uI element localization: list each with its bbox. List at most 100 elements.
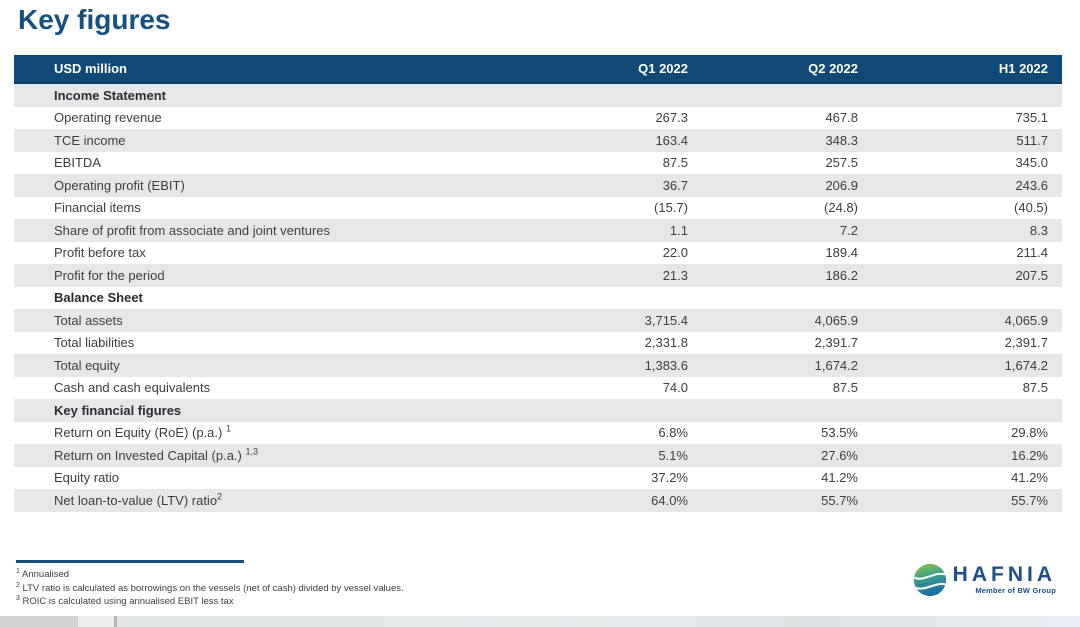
footnote: 3 ROIC is calculated using annualised EB…: [16, 594, 234, 607]
hafnia-logo: HAFNIA Member of BW Group: [913, 563, 1056, 597]
value-cell: 348.3: [825, 132, 858, 148]
table-row: Total liabilities 2,331.8 2,391.7 2,391.7: [14, 331, 1062, 354]
value-cell: 1,674.2: [814, 357, 858, 373]
value-cell: 2,391.7: [1004, 335, 1048, 351]
value-cell: 5.1%: [658, 447, 688, 463]
value-cell: 345.0: [1015, 155, 1048, 171]
value-cell: 1.1: [669, 222, 688, 238]
value-cell: 87.5: [832, 380, 858, 396]
value-cell: 74.0: [662, 380, 688, 396]
value-cell: (15.7): [654, 200, 688, 216]
footnote-divider: [16, 560, 244, 563]
table-row: EBITDA 87.5 257.5 345.0: [14, 151, 1062, 174]
row-label: Profit before tax: [54, 245, 146, 261]
value-cell: 53.5%: [821, 425, 858, 441]
footnote-marker: 2: [16, 581, 20, 589]
table-row: Financial items (15.7) (24.8) (40.5): [14, 196, 1062, 219]
window-edge-segment: [117, 616, 1080, 627]
value-cell: 41.2%: [821, 470, 858, 486]
row-label: Total liabilities: [54, 335, 135, 351]
value-cell: 87.5: [1022, 380, 1048, 396]
table-row: Operating revenue 267.3 467.8 735.1: [14, 106, 1062, 129]
table-row: Equity ratio 37.2% 41.2% 41.2%: [14, 466, 1062, 489]
table-row: Profit for the period 21.3 186.2 207.5: [14, 264, 1062, 287]
value-cell: 4,065.9: [1004, 312, 1048, 328]
value-cell: 206.9: [825, 177, 858, 193]
value-cell: 267.3: [655, 110, 688, 126]
table-row: Net loan-to-value (LTV) ratio2 64.0% 55.7%…: [14, 489, 1062, 512]
value-cell: 37.2%: [651, 470, 688, 486]
value-cell: 55.7%: [821, 492, 858, 508]
footnote-lines: 1 Annualised 2 LTV ratio is calculated as…: [16, 568, 656, 609]
row-label: Return on Equity (RoE) (p.a.) 1: [54, 425, 231, 441]
window-edge-divider: [114, 616, 117, 627]
footnote-marker: 1,3: [245, 447, 259, 457]
table-row: Income Statement: [14, 84, 1062, 107]
table-row: Return on Invested Capital (p.a.) 1,3 5.1…: [14, 444, 1062, 467]
row-label: Balance Sheet: [54, 290, 143, 306]
row-label: Equity ratio: [54, 470, 120, 486]
footnote-marker: 3: [16, 594, 20, 602]
table-row: Balance Sheet: [14, 286, 1062, 309]
value-cell: (24.8): [824, 200, 858, 216]
row-label: Profit for the period: [54, 267, 165, 283]
row-label: Financial items: [54, 200, 141, 216]
value-cell: 1,674.2: [1004, 357, 1048, 373]
footnote-marker: 1: [225, 425, 231, 434]
key-figures-table: USD million Q1 2022 Q2 2022 H1 2022 Inco…: [14, 55, 1062, 512]
value-cell: 243.6: [1015, 177, 1048, 193]
table-row: Operating profit (EBIT) 36.7 206.9 243.6: [14, 174, 1062, 197]
footnote: 2 LTV ratio is calculated as borrowings …: [16, 581, 404, 594]
table-row: Share of profit from associate and joint…: [14, 219, 1062, 242]
value-cell: 511.7: [1016, 132, 1048, 148]
column-header-h1-2022: H1 2022: [998, 61, 1048, 76]
value-cell: 55.7%: [1011, 492, 1048, 508]
value-cell: 41.2%: [1011, 470, 1048, 486]
value-cell: 8.3: [1029, 222, 1048, 238]
row-label: Total equity: [54, 357, 120, 373]
logo-wordmark: HAFNIA: [952, 563, 1056, 586]
row-label: Cash and cash equivalents: [54, 380, 211, 396]
table-row: TCE income 163.4 348.3 511.7: [14, 129, 1062, 152]
globe-icon: [913, 563, 947, 597]
logo-tagline: Member of BW Group: [975, 586, 1056, 595]
row-label: Share of profit from associate and joint…: [54, 222, 331, 238]
row-label: Return on Invested Capital (p.a.) 1,3: [54, 447, 259, 463]
value-cell: 21.3: [662, 267, 688, 283]
row-label: TCE income: [54, 132, 126, 148]
value-cell: 36.7: [662, 177, 688, 193]
window-edge-segment: [0, 616, 78, 627]
value-cell: (40.5): [1014, 200, 1048, 216]
table-header-row: USD million Q1 2022 Q2 2022 H1 2022: [14, 55, 1062, 84]
row-label: Income Statement: [54, 87, 166, 103]
footnote-marker: 2: [217, 492, 223, 502]
table-row: Total assets 3,715.4 4,065.9 4,065.9: [14, 309, 1062, 332]
table-row: Key financial figures: [14, 399, 1062, 422]
value-cell: 1,383.6: [644, 357, 688, 373]
footnote-marker: 1: [16, 567, 20, 575]
value-cell: 189.4: [825, 245, 858, 261]
value-cell: 207.5: [1015, 267, 1048, 283]
row-label: Total assets: [54, 312, 123, 328]
value-cell: 27.6%: [821, 447, 858, 463]
window-edge-strip: [0, 616, 1080, 627]
value-cell: 7.2: [839, 222, 858, 238]
table-body: Income Statement Operating revenue 267.3 46…: [14, 84, 1062, 512]
page-title: Key figures: [18, 4, 171, 35]
value-cell: 211.4: [1016, 245, 1048, 261]
value-cell: 186.2: [825, 267, 858, 283]
footnotes: 1 Annualised 2 LTV ratio is calculated as…: [16, 560, 656, 609]
table-row: Cash and cash equivalents 74.0 87.5 87.5: [14, 376, 1062, 399]
value-cell: 4,065.9: [814, 312, 858, 328]
table-row: Return on Equity (RoE) (p.a.) 1 6.8% 53.5%…: [14, 421, 1062, 444]
value-cell: 2,391.7: [814, 335, 858, 351]
value-cell: 467.8: [825, 110, 858, 126]
value-cell: 87.5: [662, 155, 688, 171]
table-row: Total equity 1,383.6 1,674.2 1,674.2: [14, 354, 1062, 377]
unit-header: USD million: [54, 61, 127, 76]
value-cell: 16.2%: [1011, 447, 1048, 463]
column-header-q2-2022: Q2 2022: [808, 61, 858, 76]
window-edge-segment: [78, 616, 114, 627]
value-cell: 257.5: [825, 155, 858, 171]
